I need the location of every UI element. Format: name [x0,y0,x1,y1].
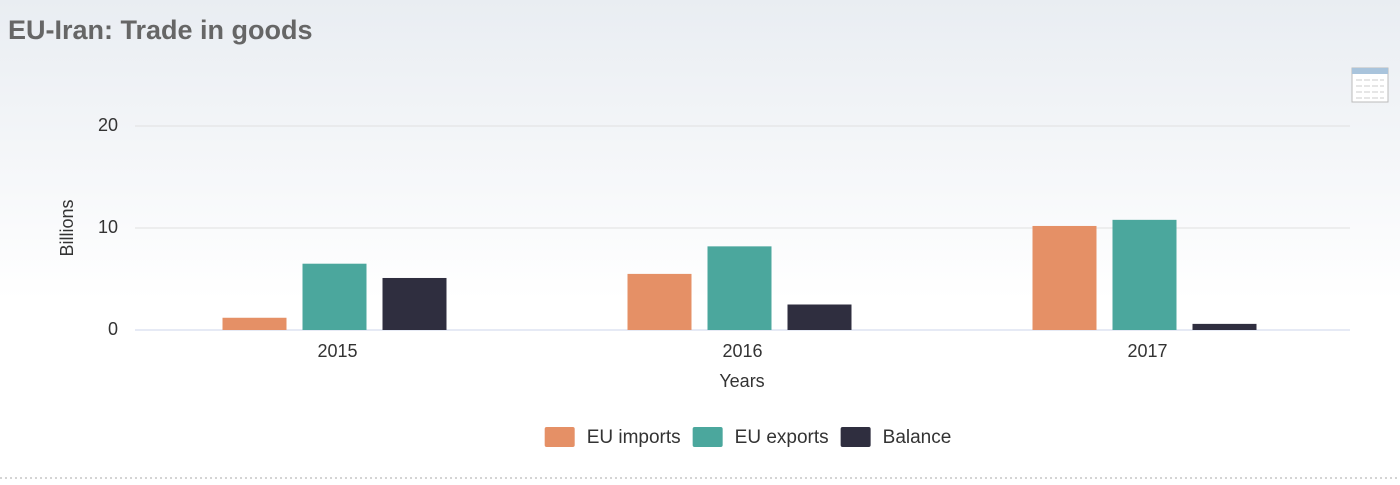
x-tick-label: 2017 [1127,341,1167,361]
bar [302,263,367,330]
bar [787,304,852,330]
y-axis-label: Billions [57,199,77,256]
legend-swatch [692,427,723,447]
y-tick-label: 0 [108,319,118,339]
x-tick-label: 2016 [722,341,762,361]
bar [1112,219,1177,330]
legend-label: EU imports [587,427,681,448]
bar [382,277,447,330]
bar [627,273,692,330]
bar [1032,225,1097,330]
legend-swatch [840,427,871,447]
x-axis-label: Years [719,371,764,391]
legend-label: EU exports [735,427,829,448]
bar [1192,323,1257,330]
legend-swatch [544,427,575,447]
bar [707,246,772,330]
bar [222,317,287,330]
x-tick-label: 2015 [317,341,357,361]
table-icon[interactable] [1351,67,1389,103]
chart-title: EU-Iran: Trade in goods [8,15,313,45]
y-tick-label: 20 [98,115,118,135]
y-tick-label: 10 [98,217,118,237]
legend-label: Balance [883,427,952,448]
